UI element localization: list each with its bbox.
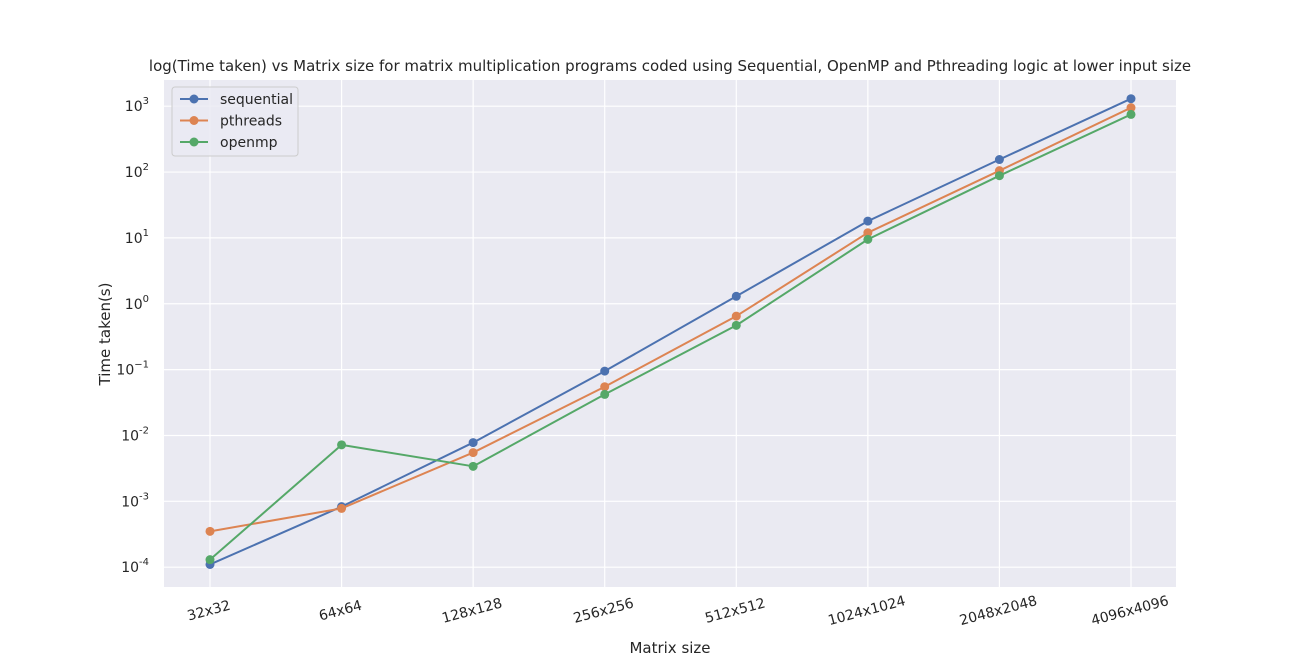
series-layer <box>205 94 1136 569</box>
x-tick-label: 512x512 <box>703 595 767 626</box>
sequential-point <box>600 366 610 376</box>
legend-label: openmp <box>220 135 278 151</box>
series-pthreads <box>205 103 1136 536</box>
x-axis-label: Matrix size <box>629 639 710 657</box>
x-tick-label: 4096x4096 <box>1089 593 1170 629</box>
legend: sequential pthreads openmp <box>171 86 299 157</box>
y-tick-label: 10-3 <box>121 491 149 510</box>
sequential-point <box>1126 94 1136 104</box>
openmp-point <box>468 461 478 471</box>
x-tick-label: 256x256 <box>572 595 636 626</box>
sequential-point <box>468 438 478 448</box>
pthreads-line <box>209 106 1132 533</box>
legend-marker <box>189 94 199 104</box>
x-tick-label: 32x32 <box>186 598 233 625</box>
x-tick-label: 64x64 <box>317 598 364 625</box>
legend-label: pthreads <box>220 114 282 130</box>
y-tick-label: 103 <box>125 96 149 115</box>
y-tick-label: 101 <box>125 228 149 247</box>
x-tick-labels: 32x32 64x64 128x128 256x256 512x512 1024x1024… <box>186 593 1171 629</box>
pthreads-point <box>863 228 873 238</box>
y-tick-label: 10−1 <box>116 360 149 379</box>
x-tick-label: 128x128 <box>440 595 504 626</box>
sequential-point <box>731 291 741 301</box>
x-tick-label: 1024x1024 <box>826 593 907 629</box>
openmp-point <box>1126 109 1136 119</box>
pthreads-point <box>731 311 741 321</box>
pthreads-point <box>205 526 215 536</box>
pthreads-point <box>600 382 610 392</box>
pthreads-point <box>468 448 478 458</box>
legend-marker <box>189 116 199 125</box>
openmp-point <box>205 555 215 565</box>
sequential-line <box>209 97 1132 566</box>
y-tick-label: 102 <box>125 162 149 181</box>
openmp-line <box>209 113 1132 561</box>
chart-title: log(Time taken) vs Matrix size for matri… <box>149 57 1191 75</box>
series-openmp <box>205 109 1136 565</box>
grid <box>164 80 1176 587</box>
y-tick-label: 10-2 <box>121 425 149 444</box>
openmp-point <box>863 234 873 244</box>
legend-label: sequential <box>220 92 293 108</box>
y-tick-labels: 10-4 10-3 10-2 10−1 100 101 102 103 <box>116 96 149 576</box>
x-tick-label: 2048x2048 <box>958 593 1039 629</box>
y-tick-label: 100 <box>125 294 149 313</box>
y-tick-label: 10-4 <box>121 557 149 576</box>
y-axis-label: Time taken(s) <box>96 283 114 387</box>
openmp-point <box>337 440 347 450</box>
openmp-point <box>600 389 610 399</box>
legend-box <box>171 86 299 157</box>
openmp-point <box>994 171 1004 181</box>
pthreads-point <box>1126 103 1136 113</box>
sequential-point <box>863 216 873 226</box>
legend-marker <box>189 137 199 147</box>
sequential-point <box>994 155 1004 165</box>
openmp-point <box>731 320 741 330</box>
pthreads-point <box>337 503 347 513</box>
